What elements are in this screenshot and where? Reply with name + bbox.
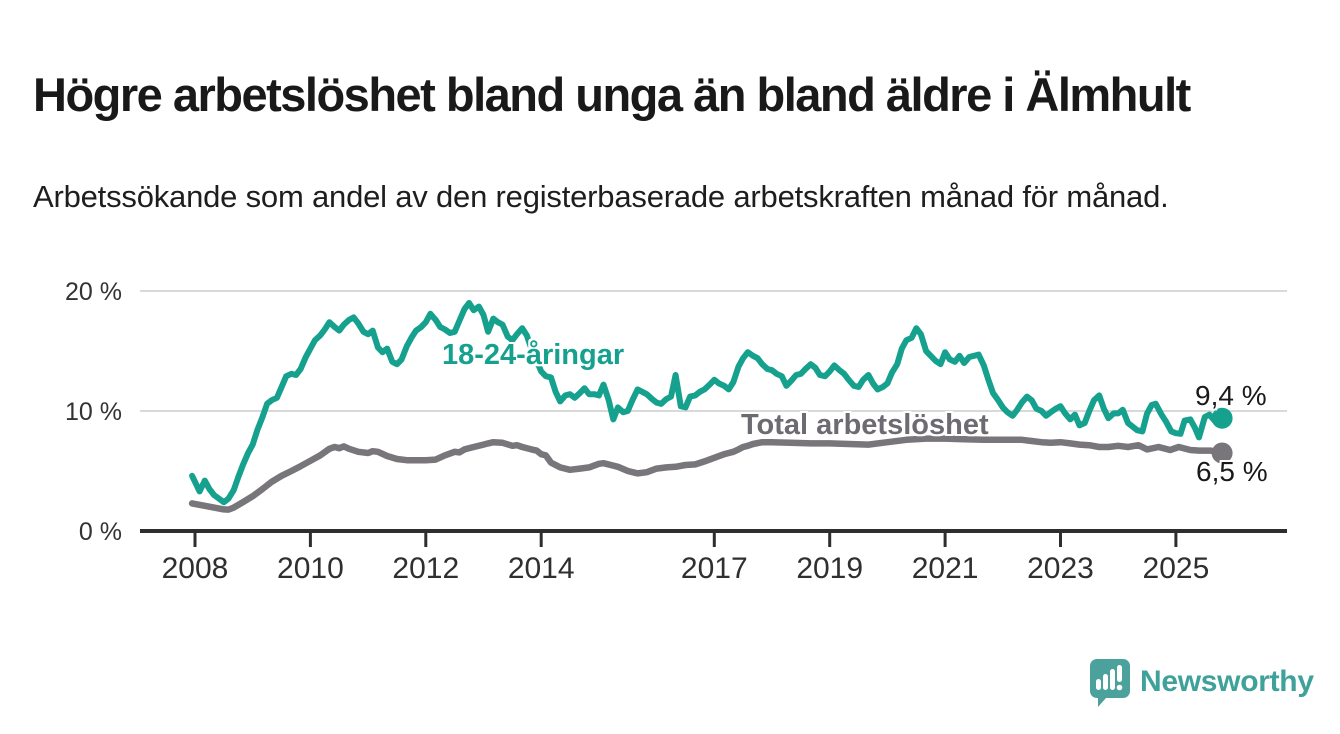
page-subtitle: Arbetssökande som andel av den registerb… xyxy=(33,179,1169,214)
end-value-total: 6,5 % xyxy=(1196,456,1268,487)
logo-bar-3 xyxy=(1110,669,1115,690)
x-tick-label: 2012 xyxy=(392,552,459,585)
series-line-young xyxy=(189,300,1226,506)
x-tick-label: 2017 xyxy=(681,552,748,585)
logo-bar-2 xyxy=(1103,674,1108,690)
y-tick-label: 10 % xyxy=(65,398,122,426)
x-tick-label: 2010 xyxy=(277,552,344,585)
series-label-total: Total arbetslöshet xyxy=(741,409,989,441)
series-line-total xyxy=(188,435,1226,513)
x-tick-label: 2023 xyxy=(1027,552,1094,585)
logo-exclamation-dot xyxy=(1116,684,1123,691)
series-end-dot-young xyxy=(1211,407,1233,429)
x-tick-label: 2021 xyxy=(912,552,979,585)
page-title: Högre arbetslöshet bland unga än bland ä… xyxy=(33,68,1191,122)
brand-name: Newsworthy xyxy=(1140,665,1314,698)
series-end-dot-total xyxy=(1211,442,1233,464)
y-tick-label: 0 % xyxy=(79,518,122,546)
y-tick-label: 20 % xyxy=(65,278,122,306)
x-tick-label: 2025 xyxy=(1143,552,1210,585)
x-tick-label: 2008 xyxy=(162,552,229,585)
logo-exclamation-stem xyxy=(1117,665,1122,682)
x-tick-label: 2019 xyxy=(796,552,863,585)
end-value-young: 9,4 % xyxy=(1195,380,1267,411)
series-label-young: 18-24-åringar xyxy=(442,339,625,371)
logo-bar-1 xyxy=(1096,679,1101,690)
x-tick-label: 2014 xyxy=(508,552,575,585)
newsworthy-logo-icon xyxy=(1090,659,1130,707)
